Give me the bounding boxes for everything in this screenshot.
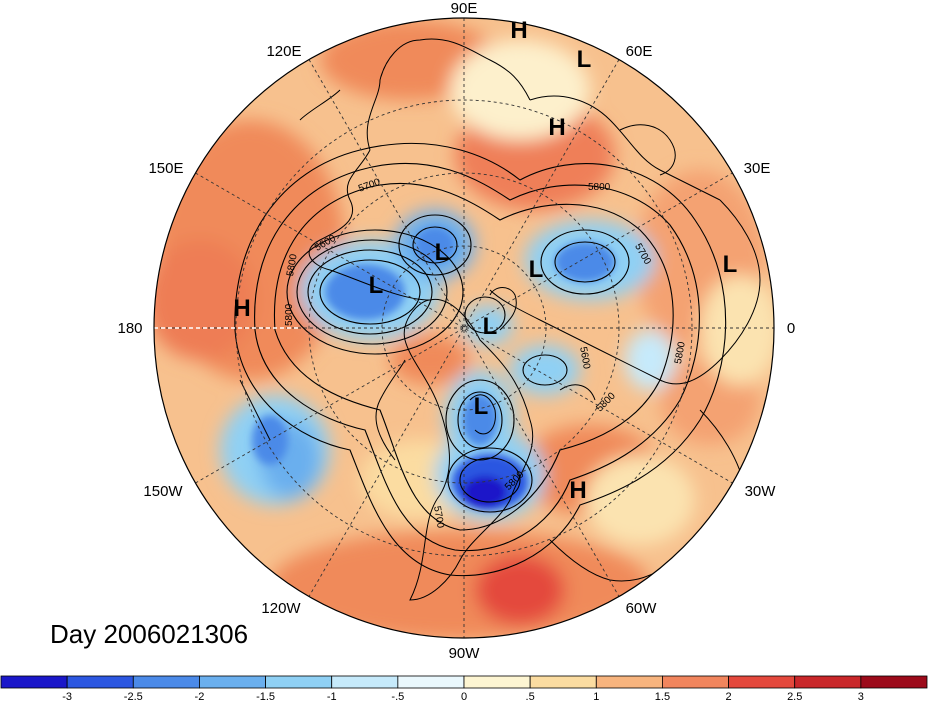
polar-stereographic-map: 5700 5800 5600 5800 5700 5800 5800 5800 … [117,0,795,662]
lon-label-30w: 30W [745,483,777,500]
colorbar-box [529,675,597,689]
lon-label-150e: 150E [148,160,183,177]
lon-label-30e: 30E [744,160,771,177]
contour-label: 5600 [577,346,592,370]
contour-label: 5800 [284,303,295,326]
pressure-high-marker: H [548,114,565,141]
map-border [153,17,775,639]
colorbar-box [794,675,862,689]
colorbar-box [0,675,68,689]
colorbar-box [728,675,796,689]
colorbar-tick-label: -3 [62,691,72,702]
pressure-high-marker: H [569,477,586,504]
colorbar-tick-label: -.5 [391,691,404,702]
lon-label-0: 0 [787,320,795,337]
lon-label-120e: 120E [266,43,301,60]
colorbar-box [397,675,465,689]
anomaly-field [154,18,774,638]
colorbar: -3 -2.5 -2 -1.5 -1 -.5 0 .5 1 1.5 2 2.5 3 [0,675,928,702]
lon-label-60w: 60W [626,600,658,617]
colorbar-tick-label: -1.5 [256,691,275,702]
contour-label: 5800 [673,341,688,365]
colorbar-tick-label: 1.5 [655,691,670,702]
colorbar-box [66,675,134,689]
colorbar-boxes [0,675,928,689]
longitude-labels: 90E 60E 30E 0 30W 60W 90W 120W 150W 180 … [117,0,795,662]
colorbar-tick-label: -1 [327,691,337,702]
pressure-low-marker: L [483,313,498,340]
lon-label-180: 180 [117,320,142,337]
colorbar-box [132,675,200,689]
colorbar-tick-label: 2 [726,691,732,702]
contour-label: 5700 [431,505,446,529]
pressure-low-marker: L [529,256,544,283]
lon-label-120w: 120W [261,600,301,617]
pressure-low-marker: L [435,239,450,266]
pressure-high-marker: H [510,17,527,44]
contour-label: 5800 [285,253,300,277]
pressure-centers: H L H L L L L L L H H [233,17,737,504]
colorbar-box [595,675,663,689]
colorbar-ticks: -3 -2.5 -2 -1.5 -1 -.5 0 .5 1 1.5 2 2.5 3 [62,691,864,702]
lon-label-90w: 90W [449,645,481,662]
colorbar-box [662,675,729,689]
pressure-high-marker: H [233,295,250,322]
lon-label-150w: 150W [143,483,183,500]
colorbar-tick-label: 1 [593,691,599,702]
colorbar-tick-label: -2.5 [124,691,143,702]
pressure-low-marker: L [369,272,384,299]
pressure-low-marker: L [577,46,592,73]
lon-label-60e: 60E [626,43,653,60]
colorbar-box [331,675,399,689]
colorbar-box [860,675,928,689]
pressure-low-marker: L [723,251,738,278]
colorbar-tick-label: -2 [195,691,205,702]
colorbar-tick-label: 2.5 [787,691,802,702]
colorbar-box [463,675,531,689]
contour-label: 5800 [588,182,611,193]
colorbar-box [265,675,333,689]
colorbar-tick-label: 3 [858,691,864,702]
height-contours [234,142,727,577]
colorbar-tick-label: 0 [461,691,467,702]
day-label: Day 2006021306 [50,619,249,649]
lon-label-90e: 90E [451,0,478,17]
colorbar-tick-label: .5 [526,691,535,702]
pressure-low-marker: L [474,393,489,420]
graticule [154,18,774,638]
colorbar-box [199,675,266,689]
